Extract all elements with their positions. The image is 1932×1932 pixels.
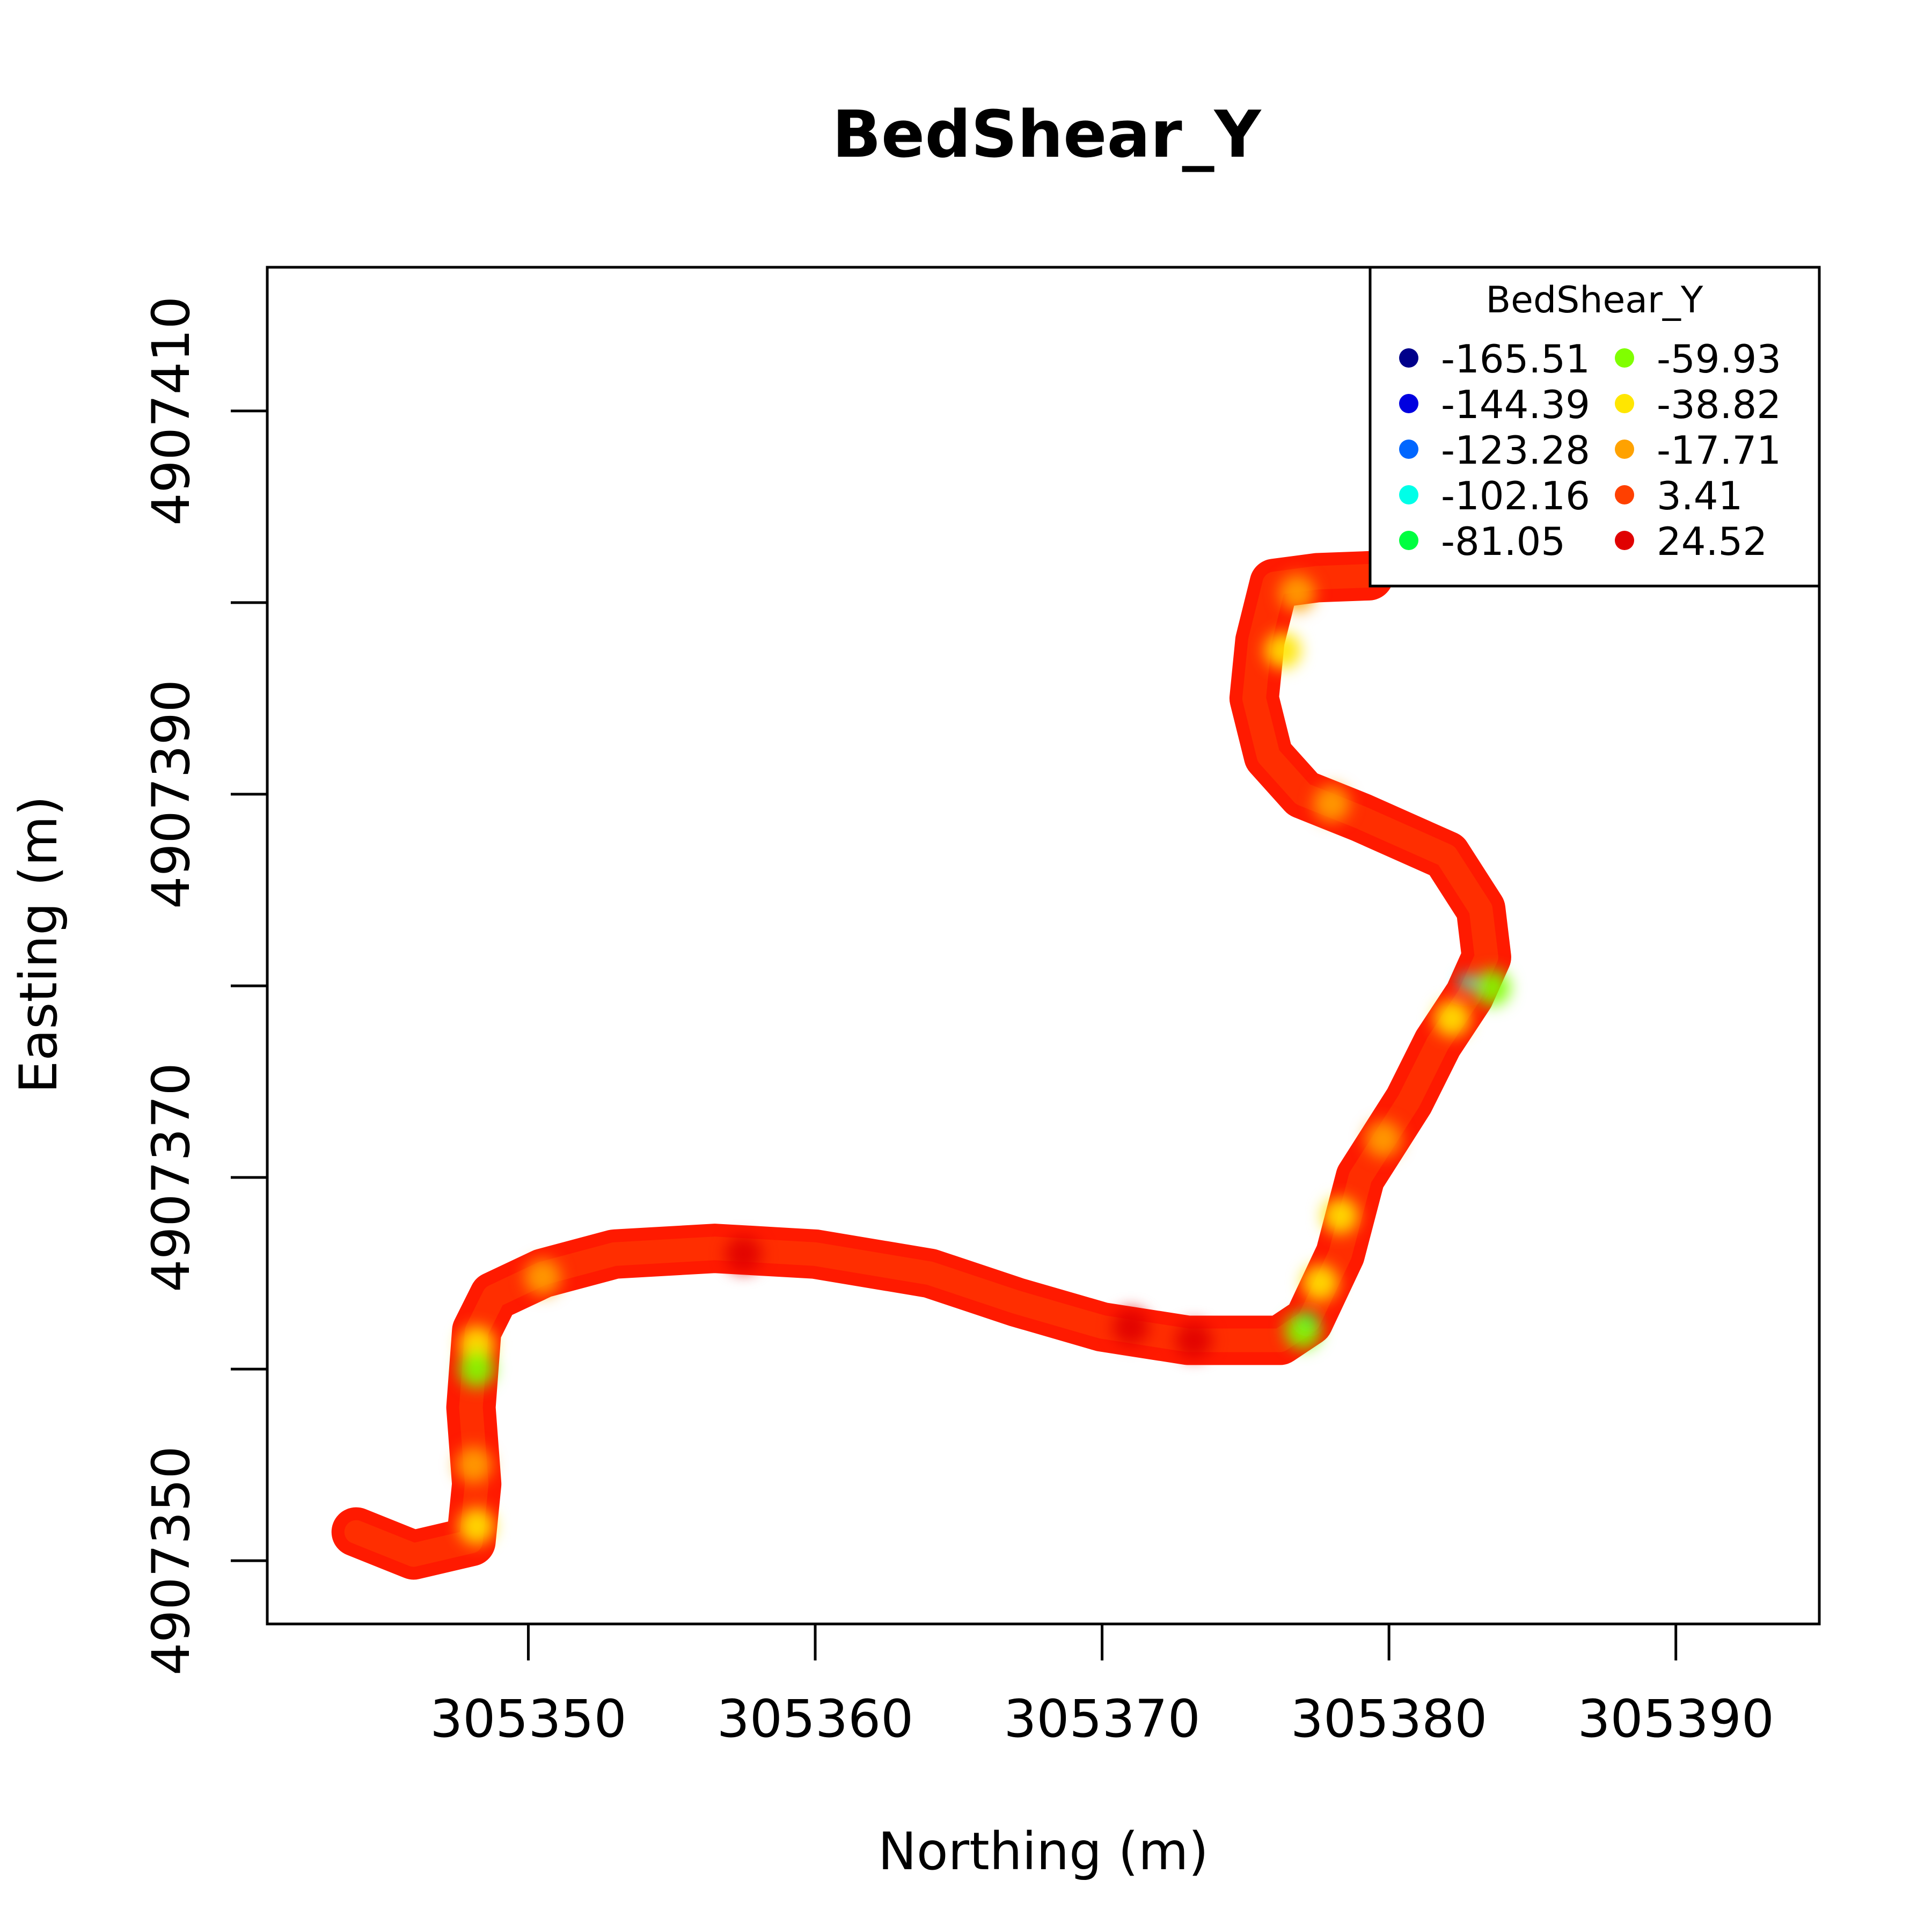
legend-swatch	[1615, 440, 1634, 459]
y-tick-label: 4907350	[141, 1446, 201, 1675]
hotspot-point	[458, 1351, 495, 1387]
hotspot-point	[456, 1447, 492, 1483]
y-tick-label: 4907370	[141, 1063, 201, 1292]
legend-label: -81.05	[1441, 519, 1565, 564]
legend-label: -17.71	[1657, 428, 1781, 473]
hotspot-point	[458, 1508, 495, 1545]
legend-swatch	[1399, 348, 1418, 368]
hotspot-point	[1176, 1322, 1212, 1359]
hotspot-point	[1302, 1264, 1338, 1301]
legend-title: BedShear_Y	[1486, 279, 1703, 321]
river-channel	[356, 576, 1487, 1555]
legend-label: 3.41	[1657, 473, 1743, 518]
hotspot-point	[1322, 1197, 1358, 1234]
y-axis: 4907350 4907370 4907390 4907410	[141, 296, 267, 1675]
x-tick-label: 305350	[430, 1689, 626, 1749]
x-tick-label: 305370	[1004, 1689, 1200, 1749]
hotspot-point	[1474, 970, 1511, 1006]
x-tick-label: 305380	[1291, 1689, 1487, 1749]
x-axis-label: Northing (m)	[878, 1821, 1209, 1882]
hotspot-point	[725, 1236, 762, 1272]
y-tick-label: 4907390	[141, 679, 201, 909]
legend: BedShear_Y -165.51-144.39-123.28-102.16-…	[1370, 267, 1819, 586]
x-tick-label: 305390	[1577, 1689, 1774, 1749]
legend-label: -59.93	[1657, 336, 1781, 382]
legend-label: 24.52	[1657, 519, 1767, 564]
y-tick-label: 4907410	[141, 296, 201, 526]
river-channel-core	[356, 576, 1487, 1555]
legend-label: -165.51	[1441, 336, 1590, 382]
hotspot-point	[1301, 1312, 1316, 1327]
legend-swatch	[1399, 485, 1418, 504]
legend-swatch	[1615, 531, 1634, 550]
chart-title: BedShear_Y	[832, 98, 1262, 172]
hotspot-layer	[456, 575, 1511, 1545]
hotspot-point	[1264, 632, 1301, 669]
legend-swatch	[1399, 394, 1418, 413]
hotspot-point	[1365, 1121, 1401, 1158]
river-data-layer	[356, 576, 1487, 1555]
legend-swatch	[1399, 440, 1418, 459]
legend-swatch	[1615, 485, 1634, 504]
legend-label: -123.28	[1441, 428, 1590, 473]
legend-label: -144.39	[1441, 382, 1590, 427]
legend-label: -38.82	[1657, 382, 1781, 427]
hotspot-point	[1113, 1309, 1149, 1345]
legend-swatch	[1615, 394, 1634, 413]
hotspot-point	[1279, 575, 1315, 611]
y-axis-label: Easting (m)	[9, 796, 69, 1094]
hotspot-point	[1459, 975, 1474, 990]
x-axis: 305350 305360 305370 305380 305390	[430, 1624, 1774, 1749]
hotspot-point	[1434, 1000, 1470, 1037]
hotspot-point	[1313, 786, 1350, 822]
x-tick-label: 305360	[717, 1689, 913, 1749]
legend-swatch	[1615, 348, 1634, 368]
legend-label: -102.16	[1441, 473, 1590, 518]
hotspot-point	[524, 1259, 561, 1296]
legend-swatch	[1399, 531, 1418, 550]
